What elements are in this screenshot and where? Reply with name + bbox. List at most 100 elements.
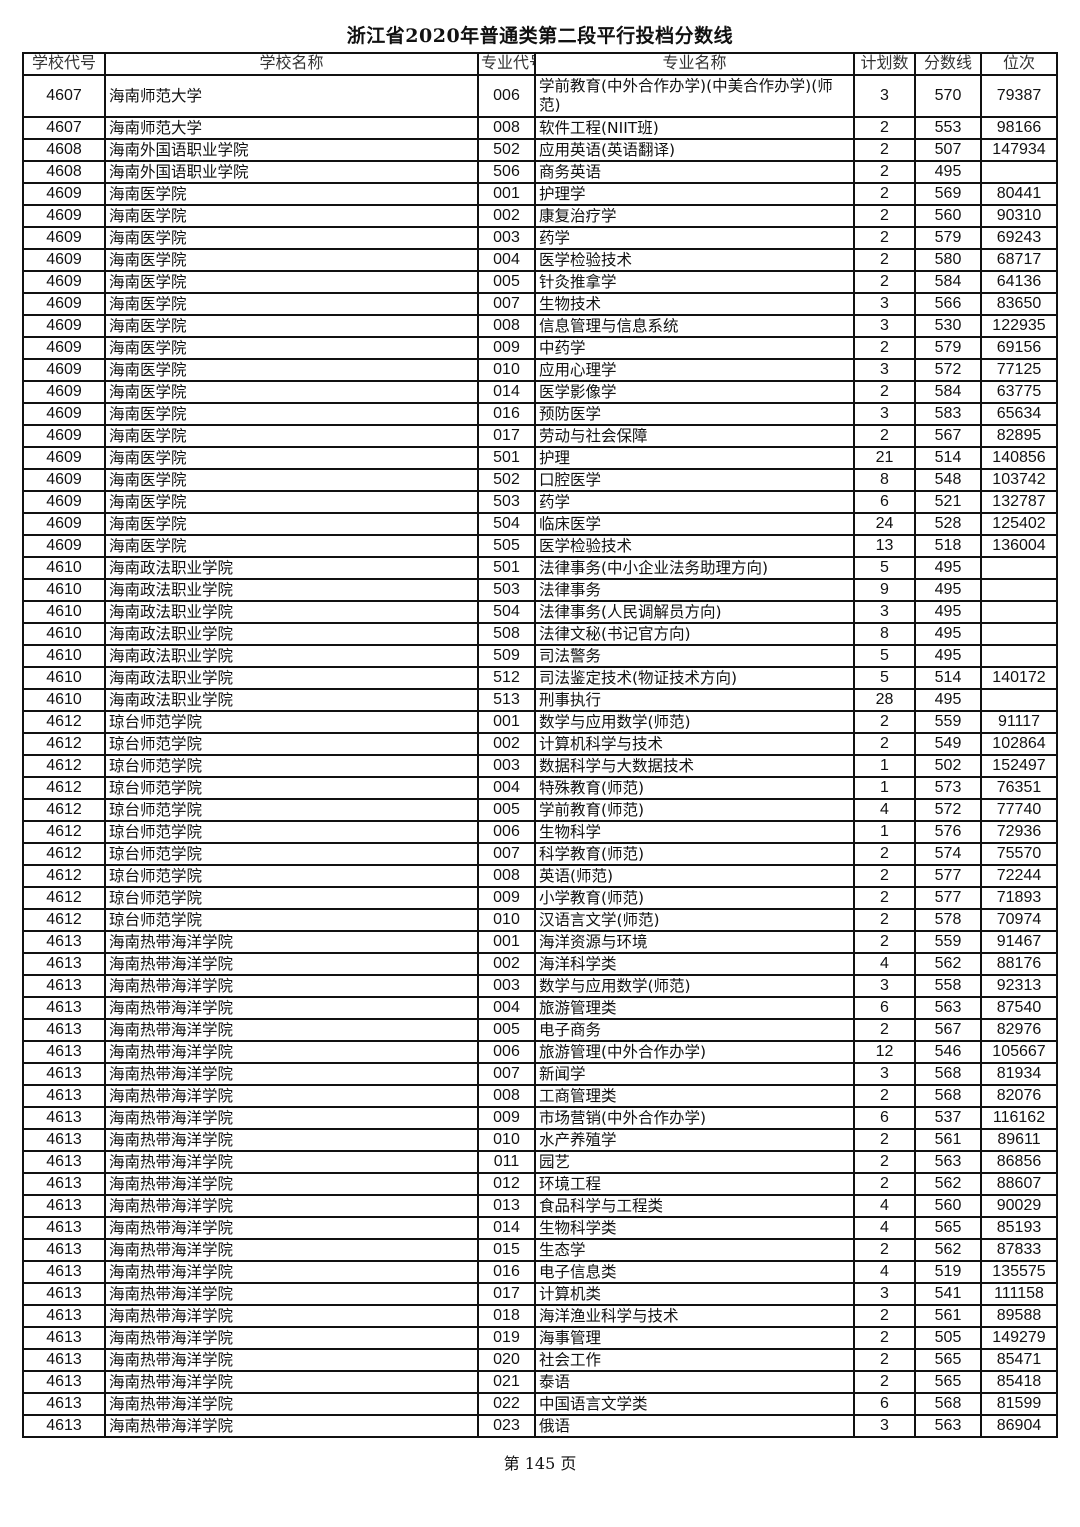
cell-score-line: 583 xyxy=(914,402,982,426)
cell-major-name: 电子信息类 xyxy=(534,1260,855,1284)
cell-school-name: 海南政法职业学院 xyxy=(104,600,479,624)
table-row: 4607 海南师范大学 008 软件工程(NIIT班) 2 553 98166 xyxy=(22,116,1058,140)
cell-school-code: 4612 xyxy=(22,820,106,844)
cell-school-name: 海南热带海洋学院 xyxy=(104,1084,479,1108)
cell-score-line: 568 xyxy=(914,1084,982,1108)
cell-major-name: 海洋资源与环境 xyxy=(534,930,855,954)
cell-major-name: 司法鉴定技术(物证技术方向) xyxy=(534,666,855,690)
cell-major-code: 502 xyxy=(477,468,536,492)
table-row: 4613 海南热带海洋学院 001 海洋资源与环境 2 559 91467 xyxy=(22,930,1058,954)
cell-major-code: 008 xyxy=(477,314,536,338)
table-row: 4609 海南医学院 008 信息管理与信息系统 3 530 122935 xyxy=(22,314,1058,338)
cell-school-name: 海南外国语职业学院 xyxy=(104,160,479,184)
cell-rank: 87833 xyxy=(980,1238,1058,1262)
cell-plan-count: 2 xyxy=(853,248,916,272)
cell-score-line: 549 xyxy=(914,732,982,756)
cell-rank: 82076 xyxy=(980,1084,1058,1108)
cell-score-line: 495 xyxy=(914,600,982,624)
cell-score-line: 537 xyxy=(914,1106,982,1130)
cell-plan-count: 2 xyxy=(853,710,916,734)
table-row: 4612 琼台师范学院 006 生物科学 1 576 72936 xyxy=(22,820,1058,844)
cell-school-code: 4609 xyxy=(22,490,106,514)
cell-rank xyxy=(980,622,1058,646)
cell-plan-count: 2 xyxy=(853,1084,916,1108)
cell-plan-count: 4 xyxy=(853,1260,916,1284)
cell-rank: 132787 xyxy=(980,490,1058,514)
cell-plan-count: 9 xyxy=(853,578,916,602)
cell-score-line: 559 xyxy=(914,710,982,734)
cell-major-name: 法律事务(人民调解员方向) xyxy=(534,600,855,624)
table-row: 4612 琼台师范学院 003 数据科学与大数据技术 1 502 152497 xyxy=(22,754,1058,778)
cell-plan-count: 3 xyxy=(853,1414,916,1438)
table-row: 4608 海南外国语职业学院 506 商务英语 2 495 xyxy=(22,160,1058,184)
cell-plan-count: 2 xyxy=(853,1348,916,1372)
cell-major-name: 口腔医学 xyxy=(534,468,855,492)
cell-score-line: 562 xyxy=(914,1238,982,1262)
cell-major-name: 生物科学类 xyxy=(534,1216,855,1240)
cell-school-name: 海南医学院 xyxy=(104,512,479,536)
cell-plan-count: 12 xyxy=(853,1040,916,1064)
cell-school-code: 4609 xyxy=(22,402,106,426)
cell-rank: 71893 xyxy=(980,886,1058,910)
cell-score-line: 576 xyxy=(914,820,982,844)
cell-major-code: 010 xyxy=(477,908,536,932)
cell-major-code: 010 xyxy=(477,358,536,382)
cell-major-code: 004 xyxy=(477,248,536,272)
cell-plan-count: 2 xyxy=(853,1370,916,1394)
cell-school-name: 海南医学院 xyxy=(104,182,479,206)
cell-major-name: 生态学 xyxy=(534,1238,855,1262)
cell-plan-count: 2 xyxy=(853,1172,916,1196)
cell-major-code: 501 xyxy=(477,556,536,580)
table-row: 4609 海南医学院 007 生物技术 3 566 83650 xyxy=(22,292,1058,316)
cell-school-name: 海南热带海洋学院 xyxy=(104,1216,479,1240)
cell-rank: 85471 xyxy=(980,1348,1058,1372)
cell-school-name: 海南医学院 xyxy=(104,358,479,382)
header-major-code: 专业代号 xyxy=(477,52,536,76)
cell-plan-count: 2 xyxy=(853,886,916,910)
cell-major-code: 014 xyxy=(477,1216,536,1240)
cell-score-line: 566 xyxy=(914,292,982,316)
table-row: 4613 海南热带海洋学院 016 电子信息类 4 519 135575 xyxy=(22,1260,1058,1284)
cell-school-code: 4609 xyxy=(22,424,106,448)
table-row: 4609 海南医学院 009 中药学 2 579 69156 xyxy=(22,336,1058,360)
cell-major-code: 008 xyxy=(477,1084,536,1108)
cell-major-name: 司法警务 xyxy=(534,644,855,668)
table-row: 4610 海南政法职业学院 509 司法警务 5 495 xyxy=(22,644,1058,668)
cell-major-code: 504 xyxy=(477,512,536,536)
cell-score-line: 563 xyxy=(914,996,982,1020)
cell-school-name: 琼台师范学院 xyxy=(104,798,479,822)
cell-school-code: 4613 xyxy=(22,1238,106,1262)
cell-plan-count: 28 xyxy=(853,688,916,712)
table-header-row: 学校代号 学校名称 专业代号 专业名称 计划数 分数线 位次 xyxy=(22,52,1058,76)
table-row: 4613 海南热带海洋学院 013 食品科学与工程类 4 560 90029 xyxy=(22,1194,1058,1218)
table-row: 4607 海南师范大学 006 学前教育(中外合作办学)(中美合作办学)(师范) 3 57… xyxy=(22,74,1058,118)
cell-school-name: 海南医学院 xyxy=(104,248,479,272)
cell-school-name: 琼台师范学院 xyxy=(104,754,479,778)
cell-school-name: 海南热带海洋学院 xyxy=(104,1326,479,1350)
table-row: 4609 海南医学院 010 应用心理学 3 572 77125 xyxy=(22,358,1058,382)
cell-score-line: 577 xyxy=(914,886,982,910)
cell-major-name: 信息管理与信息系统 xyxy=(534,314,855,338)
cell-score-line: 572 xyxy=(914,798,982,822)
cell-plan-count: 2 xyxy=(853,842,916,866)
cell-school-code: 4612 xyxy=(22,732,106,756)
cell-rank: 147934 xyxy=(980,138,1058,162)
cell-major-name: 数据科学与大数据技术 xyxy=(534,754,855,778)
cell-score-line: 567 xyxy=(914,424,982,448)
cell-major-name: 医学检验技术 xyxy=(534,534,855,558)
cell-rank: 140172 xyxy=(980,666,1058,690)
cell-major-code: 015 xyxy=(477,1238,536,1262)
cell-school-name: 琼台师范学院 xyxy=(104,908,479,932)
cell-rank: 91467 xyxy=(980,930,1058,954)
table-row: 4613 海南热带海洋学院 019 海事管理 2 505 149279 xyxy=(22,1326,1058,1350)
cell-school-name: 海南热带海洋学院 xyxy=(104,1260,479,1284)
cell-score-line: 568 xyxy=(914,1392,982,1416)
cell-rank: 64136 xyxy=(980,270,1058,294)
table-body: 4607 海南师范大学 006 学前教育(中外合作办学)(中美合作办学)(师范) 3 57… xyxy=(22,74,1058,1438)
cell-school-code: 4609 xyxy=(22,314,106,338)
cell-plan-count: 2 xyxy=(853,182,916,206)
cell-rank xyxy=(980,600,1058,624)
cell-score-line: 528 xyxy=(914,512,982,536)
cell-major-name: 社会工作 xyxy=(534,1348,855,1372)
page-title: 浙江省2020年普通类第二段平行投档分数线 xyxy=(346,25,734,47)
